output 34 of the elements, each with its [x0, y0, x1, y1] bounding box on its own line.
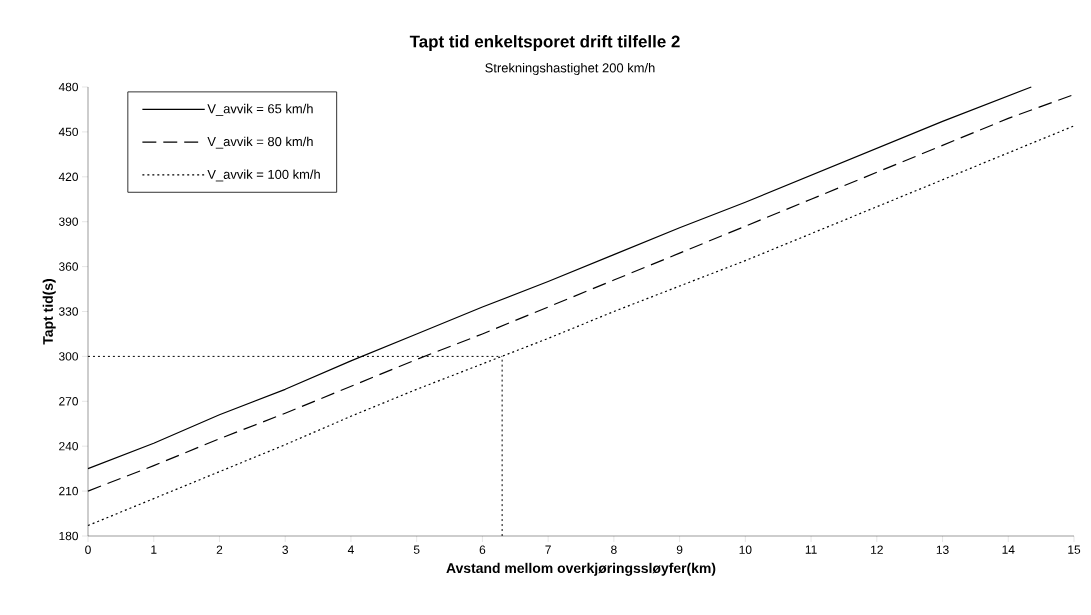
x-tick-label: 8	[611, 545, 617, 554]
x-tick-label: 5	[413, 545, 420, 554]
x-axis-title: Avstand mellom overkjøringssløyfer(km)	[446, 562, 716, 576]
y-tick-label: 480	[58, 82, 79, 92]
y-tick-label: 390	[58, 217, 79, 226]
x-tick-label: 0	[85, 545, 91, 554]
x-tick-label: 7	[545, 545, 551, 554]
x-tick-label: 4	[347, 545, 354, 554]
legend-label: V_avvik = 65 km/h	[207, 103, 313, 116]
x-tick-label: 9	[676, 545, 683, 554]
chart-title: Tapt tid enkeltsporet drift tilfelle 2	[409, 35, 680, 51]
y-axis-title: Tapt tid(s)	[42, 279, 56, 345]
legend-label: V_avvik = 80 km/h	[207, 136, 313, 149]
y-tick-label: 330	[58, 307, 79, 316]
y-tick-label: 420	[58, 172, 79, 182]
chart-subtitle: Strekningshastighet 200 km/h	[485, 62, 655, 76]
x-tick-label: 14	[1002, 545, 1015, 554]
y-tick-label: 270	[59, 397, 79, 406]
y-tick-label: 180	[59, 531, 79, 541]
y-tick-label: 450	[58, 127, 79, 137]
y-tick-label: 300	[58, 352, 79, 361]
x-tick-label: 12	[871, 545, 883, 554]
y-tick-label: 240	[59, 441, 79, 451]
x-tick-label: 6	[479, 545, 486, 554]
x-tick-label: 3	[282, 545, 288, 554]
y-tick-label: 360	[58, 262, 79, 271]
x-tick-label: 11	[805, 545, 817, 554]
y-tick-label: 210	[59, 486, 79, 496]
x-tick-label: 1	[151, 545, 157, 554]
legend-label: V_avvik = 100 km/h	[207, 169, 320, 182]
x-tick-label: 15	[1068, 545, 1081, 554]
x-tick-label: 10	[739, 545, 752, 554]
x-tick-label: 2	[216, 545, 223, 554]
x-tick-label: 13	[936, 545, 949, 554]
